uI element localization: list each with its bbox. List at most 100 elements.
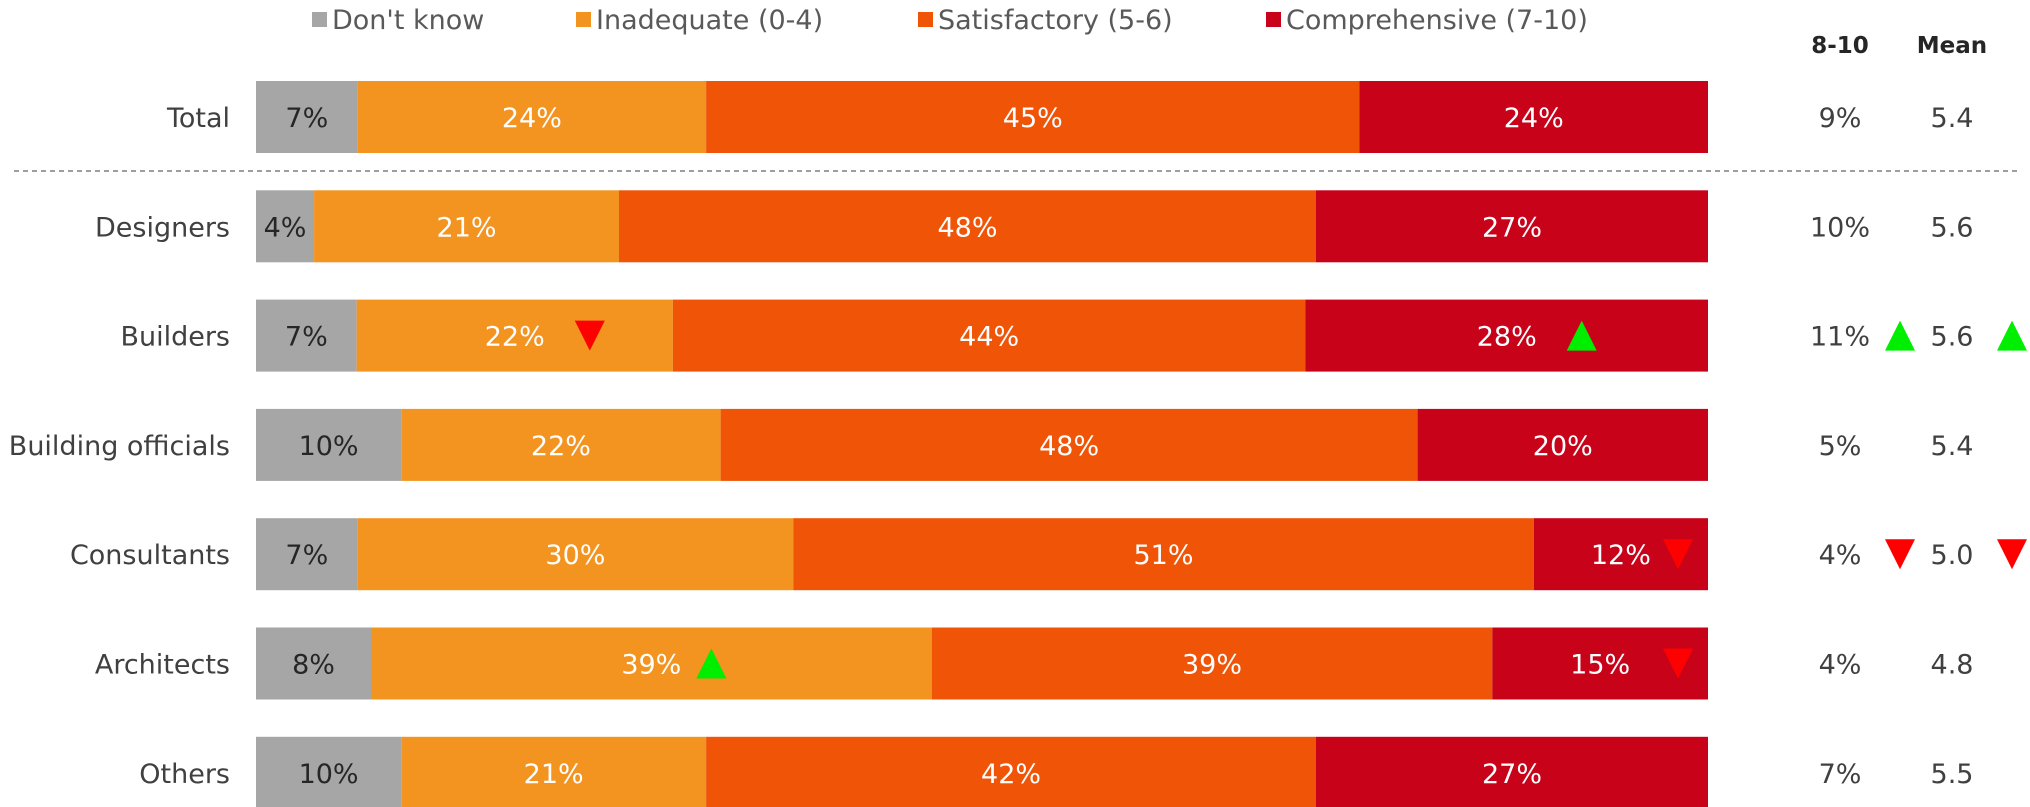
data-label-don-t-know: 7%: [285, 540, 328, 571]
category-label: Architects: [95, 650, 230, 681]
category-label: Others: [139, 759, 230, 790]
data-label-inadequate-0-4: 22%: [531, 431, 591, 462]
bar-segment-satisfactory-5-6: [931, 627, 1493, 700]
side-value-mean: 5.5: [1931, 759, 1974, 790]
bar-segment-satisfactory-5-6: [720, 408, 1418, 481]
bar-segment-comprehensive-7-10: [1359, 81, 1708, 153]
bar-row-building-officials: Building officials 10% 22% 48% 20% 5% 5.4: [9, 408, 1973, 481]
legend-label-satisfactory-5-6: Satisfactory (5-6): [938, 5, 1173, 36]
side-value-8-10: 11%: [1810, 322, 1870, 353]
category-label: Consultants: [70, 540, 230, 571]
category-label: Building officials: [9, 431, 230, 462]
bar-segment-don-t-know: [256, 736, 402, 807]
data-label-satisfactory-5-6: 39%: [1182, 650, 1242, 681]
data-label-don-t-know: 4%: [264, 212, 307, 243]
chart-legend: Don't know Inadequate (0-4) Satisfactory (…: [312, 5, 1588, 36]
data-label-don-t-know: 7%: [285, 103, 328, 134]
bar-row-architects: Architects 8% 39% 39% 15% 4% 4.8: [95, 627, 1974, 700]
side-value-mean: 5.6: [1931, 322, 1974, 353]
trend-down-icon: [1663, 648, 1693, 679]
bar-segment-comprehensive-7-10: [1315, 190, 1708, 263]
significance-markers: [574, 320, 2027, 679]
data-label-inadequate-0-4: 24%: [502, 103, 562, 134]
data-label-comprehensive-7-10: 12%: [1591, 540, 1651, 571]
bar-segment-inadequate-0-4: [314, 190, 619, 263]
bar-segment-comprehensive-7-10: [1305, 299, 1708, 372]
side-value-8-10: 5%: [1819, 431, 1862, 462]
data-label-satisfactory-5-6: 45%: [1003, 103, 1063, 134]
legend-swatch-comprehensive-7-10: [1266, 12, 1281, 27]
category-label: Designers: [95, 212, 230, 243]
data-label-satisfactory-5-6: 48%: [937, 212, 997, 243]
chart-rows: Total 7% 24% 45% 24% 9% 5.4 Designers 4% 21% 48% 27…: [9, 81, 1974, 807]
legend-swatch-don-t-know: [312, 12, 327, 27]
side-value-8-10: 7%: [1819, 759, 1862, 790]
side-column-headers: 8-10 Mean: [1811, 33, 1987, 59]
data-label-don-t-know: 7%: [285, 322, 328, 353]
data-label-comprehensive-7-10: 15%: [1570, 650, 1630, 681]
bar-row-total: Total 7% 24% 45% 24% 9% 5.4: [166, 81, 1974, 153]
side-value-8-10: 4%: [1819, 540, 1862, 571]
bar-row-designers: Designers 4% 21% 48% 27% 10% 5.6: [95, 190, 1974, 263]
data-label-satisfactory-5-6: 51%: [1133, 540, 1193, 571]
data-label-inadequate-0-4: 21%: [524, 759, 584, 790]
side-value-8-10: 9%: [1819, 103, 1862, 134]
bar-segment-satisfactory-5-6: [793, 518, 1534, 591]
data-label-don-t-know: 10%: [299, 431, 359, 462]
data-label-inadequate-0-4: 39%: [621, 650, 681, 681]
bar-segment-don-t-know: [256, 190, 315, 263]
data-label-don-t-know: 8%: [292, 650, 335, 681]
bar-segment-satisfactory-5-6: [672, 299, 1306, 372]
bar-segment-satisfactory-5-6: [706, 736, 1316, 807]
column-header-8-10: 8-10: [1811, 33, 1869, 59]
side-value-mean: 5.4: [1931, 103, 1974, 134]
data-label-comprehensive-7-10: 27%: [1482, 759, 1542, 790]
bar-segment-inadequate-0-4: [356, 299, 673, 372]
data-label-satisfactory-5-6: 48%: [1039, 431, 1099, 462]
bar-row-others: Others 10% 21% 42% 27% 7% 5.5: [139, 736, 1974, 807]
bar-segment-don-t-know: [256, 518, 358, 591]
data-label-inadequate-0-4: 22%: [485, 322, 545, 353]
data-label-satisfactory-5-6: 42%: [981, 759, 1041, 790]
legend-label-inadequate-0-4: Inadequate (0-4): [596, 5, 823, 36]
side-value-mean: 5.6: [1931, 212, 1974, 243]
data-label-comprehensive-7-10: 24%: [1504, 103, 1564, 134]
bar-row-builders: Builders 7% 22% 44% 28% 11% 5.6: [120, 299, 1974, 372]
bar-segment-inadequate-0-4: [357, 81, 707, 153]
data-label-don-t-know: 10%: [299, 759, 359, 790]
bar-segment-inadequate-0-4: [401, 736, 707, 807]
trend-down-icon: [1997, 539, 2027, 570]
trend-down-icon: [1663, 539, 1693, 570]
category-label: Total: [166, 103, 230, 134]
bar-segment-don-t-know: [256, 299, 357, 372]
data-label-satisfactory-5-6: 44%: [959, 322, 1019, 353]
bar-segment-satisfactory-5-6: [619, 190, 1316, 263]
trend-up-icon: [1566, 320, 1597, 351]
data-label-comprehensive-7-10: 27%: [1482, 212, 1542, 243]
data-label-inadequate-0-4: 30%: [545, 540, 605, 571]
side-value-mean: 4.8: [1931, 650, 1974, 681]
bar-segment-satisfactory-5-6: [706, 81, 1360, 153]
trend-up-icon: [1997, 320, 2027, 351]
trend-down-icon: [1885, 539, 1915, 570]
trend-down-icon: [574, 320, 605, 351]
data-label-comprehensive-7-10: 28%: [1477, 322, 1537, 353]
data-label-comprehensive-7-10: 20%: [1533, 431, 1593, 462]
legend-label-don-t-know: Don't know: [332, 5, 484, 36]
bar-segment-inadequate-0-4: [371, 627, 932, 700]
data-label-inadequate-0-4: 21%: [437, 212, 497, 243]
legend-label-comprehensive-7-10: Comprehensive (7-10): [1286, 5, 1588, 36]
bar-segment-don-t-know: [256, 81, 358, 153]
side-value-8-10: 4%: [1819, 650, 1862, 681]
bar-segment-inadequate-0-4: [401, 408, 721, 481]
trend-up-icon: [696, 648, 727, 679]
legend-swatch-inadequate-0-4: [576, 12, 591, 27]
bar-segment-inadequate-0-4: [357, 518, 794, 591]
column-header-mean: Mean: [1917, 33, 1987, 59]
bar-segment-comprehensive-7-10: [1417, 408, 1708, 481]
bar-segment-comprehensive-7-10: [1315, 736, 1708, 807]
trend-up-icon: [1885, 320, 1915, 351]
side-value-mean: 5.0: [1931, 540, 1974, 571]
side-value-8-10: 10%: [1810, 212, 1870, 243]
